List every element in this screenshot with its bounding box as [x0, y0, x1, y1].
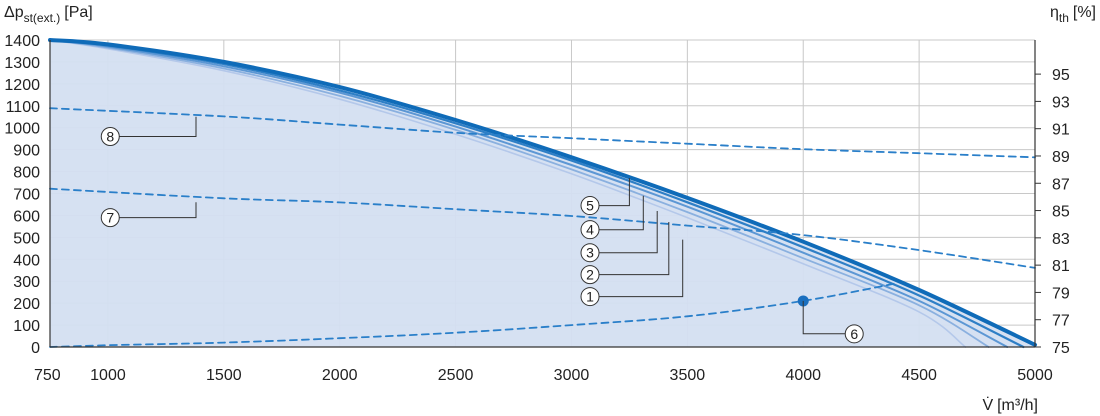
callout-circle-7 — [100, 208, 120, 228]
y-tick-label-11: 1100 — [6, 99, 41, 116]
callout-leader-6 — [802, 300, 864, 335]
callout-label-6: 6 — [850, 326, 858, 342]
y2-axis-title-sub: th — [1059, 11, 1069, 25]
callout-leader-3 — [599, 211, 658, 254]
y-tick-label-8: 800 — [13, 165, 40, 182]
callout-circle-5 — [580, 196, 600, 216]
y-axis-title-sub: st(ext.) — [24, 11, 61, 25]
series-lines — [48, 38, 1037, 349]
callout-circle-3 — [580, 243, 600, 263]
x-tick-label-0: 750 — [34, 367, 61, 384]
callout-leader-4 — [599, 195, 644, 231]
callout-leader-2 — [599, 222, 670, 276]
axis-titles: Δpst(ext.) [Pa] ηth [%] V̇ [m³/h] — [4, 4, 1096, 414]
y-tick-label-5: 500 — [13, 230, 40, 247]
y2-tick-label-3: 81 — [1052, 258, 1070, 275]
callout-leader-5 — [599, 178, 630, 207]
y-tick-label-9: 900 — [13, 143, 40, 160]
y-tick-label-4: 400 — [13, 252, 40, 269]
callout-label-8: 8 — [106, 128, 114, 144]
y2-tick-label-6: 87 — [1052, 176, 1070, 193]
series-line-3 — [49, 39, 1009, 348]
callout-label-4: 4 — [586, 222, 594, 238]
y-tick-label-12: 1200 — [4, 77, 40, 94]
axes: 0100200300400500600700800900100011001200… — [4, 33, 1069, 384]
x-tick-label-8: 4500 — [901, 367, 937, 384]
callout-label-3: 3 — [586, 245, 594, 261]
y2-axis-title: ηth [%] — [1050, 4, 1096, 25]
y2-tick-label-2: 79 — [1052, 285, 1070, 302]
y2-axis-title-unit: [%] — [1073, 4, 1096, 21]
callout-leader-8 — [119, 116, 197, 137]
x-axis-title: V̇ [m³/h] — [982, 396, 1038, 414]
y2-tick-label-7: 89 — [1052, 149, 1070, 166]
series-line-2 — [49, 39, 990, 348]
y2-tick-label-1: 77 — [1052, 313, 1070, 330]
callout-leader-7 — [119, 202, 197, 219]
x-tick-label-2: 1500 — [206, 367, 242, 384]
x-tick-label-6: 3500 — [670, 367, 706, 384]
y-tick-label-1: 100 — [13, 318, 40, 335]
y-axis-title-unit: [Pa] — [64, 4, 92, 21]
series-line-8 — [49, 107, 1036, 159]
x-tick-label-9: 5000 — [1017, 367, 1053, 384]
y2-tick-label-4: 83 — [1052, 231, 1070, 248]
series-line-1 — [49, 39, 967, 348]
x-axis-title-unit: [m³/h] — [997, 397, 1038, 414]
callout-circle-6 — [844, 324, 864, 344]
y-tick-label-0: 0 — [31, 340, 40, 357]
y-tick-label-14: 1400 — [4, 33, 40, 50]
x-tick-label-5: 3000 — [554, 367, 590, 384]
x-tick-label-3: 2000 — [322, 367, 358, 384]
y-tick-label-13: 1300 — [4, 55, 40, 72]
y-tick-label-3: 300 — [13, 274, 40, 291]
y2-tick-label-0: 75 — [1052, 340, 1070, 357]
y-axis-title: Δpst(ext.) [Pa] — [4, 4, 93, 25]
y-tick-label-10: 1000 — [4, 121, 40, 138]
y-axis-title-main: Δp — [4, 4, 24, 21]
callout-label-1: 1 — [586, 289, 594, 305]
area-fill — [50, 40, 1035, 347]
callout-label-5: 5 — [586, 198, 594, 214]
y-tick-label-2: 200 — [13, 296, 40, 313]
callout-circle-1 — [580, 287, 600, 307]
y2-tick-label-8: 91 — [1052, 122, 1070, 139]
callout-circle-8 — [100, 126, 120, 146]
y2-tick-label-10: 95 — [1052, 67, 1070, 84]
callout-label-7: 7 — [106, 210, 114, 226]
series-line-7 — [49, 187, 1036, 269]
callout-circle-4 — [580, 220, 600, 240]
x-tick-label-1: 1000 — [90, 367, 126, 384]
operating-area-fill — [50, 40, 1035, 347]
x-axis-title-main: V̇ — [982, 396, 993, 414]
callouts: 1 2 3 4 5 6 7 8 — [100, 116, 864, 344]
y-tick-label-6: 600 — [13, 208, 40, 225]
callout-label-2: 2 — [586, 267, 594, 283]
y2-tick-label-5: 85 — [1052, 204, 1070, 221]
callout-circle-2 — [580, 265, 600, 285]
y2-tick-label-9: 93 — [1052, 94, 1070, 111]
x-tick-label-4: 2500 — [438, 367, 474, 384]
series-line-5 — [48, 38, 1037, 347]
y-tick-label-7: 700 — [13, 187, 40, 204]
x-tick-label-7: 4000 — [785, 367, 821, 384]
series-line-6 — [49, 282, 897, 348]
callout-leader-1 — [599, 239, 684, 298]
y2-axis-title-main: η — [1050, 4, 1059, 21]
